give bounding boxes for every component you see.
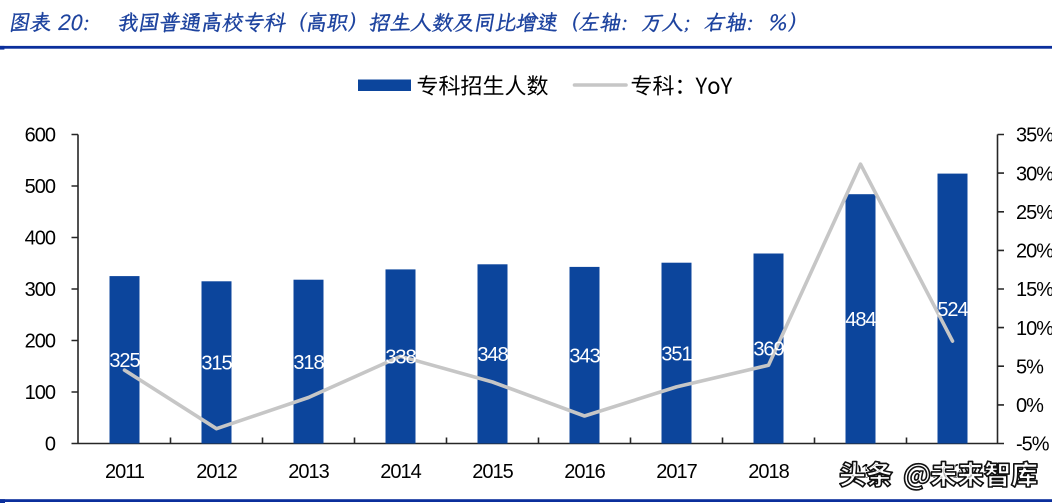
- svg-text:25%: 25%: [1016, 202, 1052, 224]
- svg-text:2017: 2017: [656, 461, 697, 483]
- svg-text:343: 343: [569, 345, 600, 367]
- svg-text:338: 338: [385, 347, 416, 369]
- svg-text:2011: 2011: [105, 461, 145, 483]
- svg-text:15%: 15%: [1016, 279, 1052, 301]
- svg-text:2015: 2015: [472, 461, 513, 483]
- svg-text:2014: 2014: [380, 461, 421, 483]
- svg-text:-5%: -5%: [1016, 434, 1050, 456]
- svg-text:300: 300: [25, 279, 56, 301]
- svg-text:524: 524: [937, 299, 968, 321]
- svg-text:484: 484: [845, 309, 876, 331]
- svg-text:5%: 5%: [1016, 356, 1044, 378]
- svg-text:318: 318: [293, 352, 324, 374]
- svg-text:2013: 2013: [288, 461, 329, 483]
- svg-text:315: 315: [201, 353, 232, 375]
- svg-text:0%: 0%: [1016, 395, 1044, 417]
- svg-text:2018: 2018: [748, 461, 789, 483]
- svg-text:0: 0: [45, 434, 56, 456]
- svg-text:369: 369: [753, 339, 784, 361]
- svg-text:600: 600: [25, 125, 56, 147]
- svg-text:400: 400: [25, 228, 56, 250]
- svg-text:30%: 30%: [1016, 163, 1052, 185]
- svg-text:200: 200: [25, 331, 56, 353]
- svg-text:500: 500: [25, 176, 56, 198]
- svg-text:2012: 2012: [196, 461, 237, 483]
- svg-text:10%: 10%: [1016, 318, 1052, 340]
- svg-text:348: 348: [477, 344, 508, 366]
- svg-text:325: 325: [109, 350, 140, 372]
- svg-text:20%: 20%: [1016, 241, 1052, 263]
- svg-text:2016: 2016: [564, 461, 605, 483]
- svg-text:100: 100: [25, 382, 56, 404]
- svg-text:351: 351: [661, 343, 692, 365]
- svg-text:35%: 35%: [1016, 125, 1052, 147]
